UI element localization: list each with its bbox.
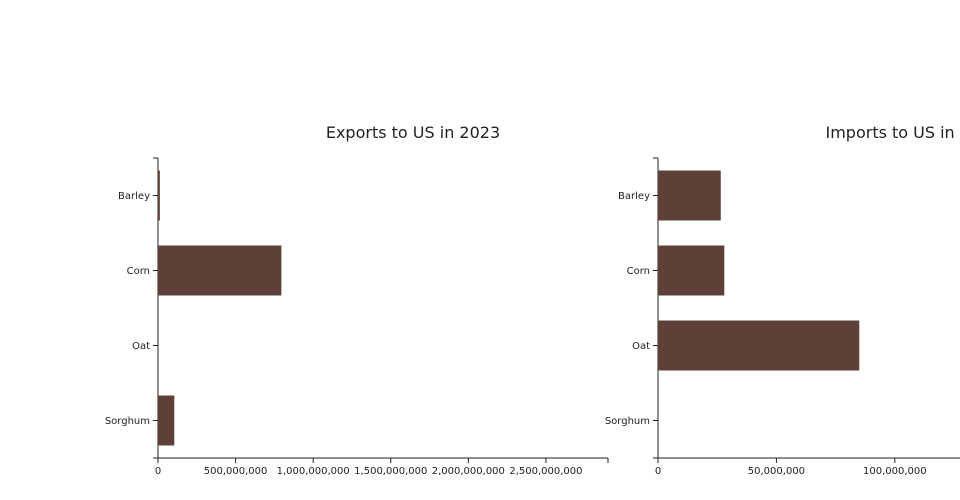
imports-bar-oat	[658, 320, 860, 371]
exports-x-tick-label-2: 1,000,000,000	[277, 466, 350, 477]
exports-bar-sorghum	[158, 395, 175, 446]
exports-bar-barley	[158, 170, 160, 221]
exports-category-label-oat: Oat	[132, 341, 150, 352]
exports-bar-corn	[158, 245, 282, 296]
imports-x-tick-label-2: 100,000,000	[863, 466, 927, 477]
exports-x-tick-label-5: 2,500,000,000	[509, 466, 582, 477]
exports-panel: Exports to US in 2023 Barley Corn Oat Sorgh…	[105, 123, 609, 477]
exports-category-label-barley: Barley	[118, 191, 150, 202]
imports-bars	[658, 170, 860, 371]
exports-bars	[158, 170, 282, 446]
exports-x-tick-label-0: 0	[155, 466, 161, 477]
imports-bar-barley	[658, 170, 721, 221]
imports-category-label-oat: Oat	[632, 341, 650, 352]
imports-x-ticks: 0 50,000,000 100,000,000	[655, 458, 927, 477]
imports-category-labels: Barley Corn Oat Sorghum	[605, 191, 658, 427]
exports-category-label-sorghum: Sorghum	[105, 416, 150, 427]
imports-category-label-corn: Corn	[627, 266, 650, 277]
imports-bar-corn	[658, 245, 725, 296]
imports-category-label-sorghum: Sorghum	[605, 416, 650, 427]
exports-x-tick-label-1: 500,000,000	[204, 466, 268, 477]
exports-x-tick-label-4: 2,000,000,000	[432, 466, 505, 477]
imports-panel: Imports to US in 2023 Barley Corn Oat Sorgh…	[605, 123, 960, 477]
imports-category-label-barley: Barley	[618, 191, 650, 202]
imports-chart-title: Imports to US in 2023	[825, 123, 960, 142]
exports-category-label-corn: Corn	[127, 266, 150, 277]
exports-x-ticks: 0 500,000,000 1,000,000,000 1,500,000,000 2,…	[155, 458, 583, 477]
exports-category-labels: Barley Corn Oat Sorghum	[105, 191, 158, 427]
exports-chart-title: Exports to US in 2023	[326, 123, 500, 142]
imports-x-tick-label-1: 50,000,000	[748, 466, 805, 477]
exports-x-tick-label-3: 1,500,000,000	[354, 466, 427, 477]
imports-x-tick-label-0: 0	[655, 466, 661, 477]
